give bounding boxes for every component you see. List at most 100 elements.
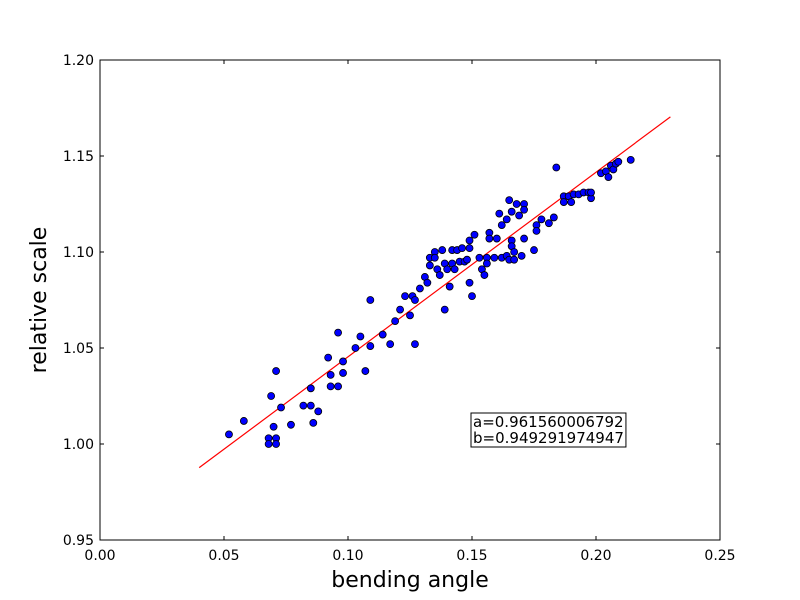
data-point-7 [267, 392, 276, 400]
x-tick-label-1: 0.05 [208, 548, 239, 564]
data-point-110 [604, 173, 613, 182]
data-point-70 [485, 234, 494, 243]
data-point-12 [306, 384, 315, 393]
data-point-1 [239, 417, 248, 425]
data-point-96 [549, 213, 558, 222]
data-point-62 [468, 292, 476, 301]
annotation-box: a=0.961560006792 b=0.949291974947 [470, 412, 627, 448]
data-point-58 [463, 255, 471, 264]
y-tick-label-0: 0.95 [63, 533, 94, 549]
data-point-24 [356, 332, 365, 341]
data-point-16 [324, 353, 333, 362]
data-point-23 [351, 344, 360, 352]
data-point-32 [401, 292, 409, 301]
data-point-48 [440, 305, 449, 314]
data-point-18 [326, 382, 335, 391]
data-point-5 [272, 440, 280, 448]
data-point-15 [314, 407, 323, 416]
data-point-39 [423, 278, 432, 287]
x-tick-label-3: 0.15 [456, 548, 487, 564]
plot-area [99, 59, 721, 541]
data-point-19 [334, 382, 342, 391]
data-point-49 [443, 265, 452, 274]
data-point-87 [517, 251, 526, 260]
annotation-line-a: a=0.961560006792 [473, 413, 624, 431]
data-point-76 [502, 215, 511, 224]
y-tick-label-2: 1.05 [63, 341, 94, 357]
data-point-64 [475, 253, 484, 262]
data-point-26 [366, 342, 375, 350]
data-point-56 [458, 244, 466, 253]
y-tick-label-1: 1.00 [63, 437, 94, 453]
data-point-41 [425, 261, 434, 270]
data-point-10 [287, 420, 295, 429]
data-point-50 [445, 282, 454, 291]
data-point-66 [480, 271, 489, 279]
data-point-90 [520, 234, 528, 243]
data-point-46 [438, 246, 447, 254]
data-point-114 [614, 157, 623, 166]
data-point-61 [465, 278, 474, 287]
data-point-43 [430, 253, 439, 262]
data-point-86 [515, 211, 524, 220]
x-tick-label-5: 0.25 [704, 548, 735, 564]
data-point-0 [225, 430, 233, 439]
data-point-72 [492, 234, 501, 243]
data-point-21 [339, 357, 347, 366]
data-point-60 [465, 244, 474, 253]
x-tick-label-4: 0.20 [580, 548, 611, 564]
x-tick-label-0: 0.00 [84, 548, 115, 564]
annotation-frame [470, 412, 627, 448]
data-point-3 [264, 440, 273, 448]
data-point-73 [495, 209, 504, 218]
data-point-59 [465, 236, 474, 245]
data-point-80 [507, 207, 516, 216]
data-point-84 [510, 255, 519, 264]
y-axis-label: relative scale [27, 227, 52, 374]
data-point-6 [269, 422, 278, 431]
y-tick-label-3: 1.10 [63, 245, 94, 261]
data-point-115 [626, 155, 635, 164]
data-point-83 [510, 248, 519, 256]
data-point-27 [366, 296, 375, 304]
data-point-101 [567, 198, 576, 206]
data-point-53 [450, 265, 459, 274]
data-point-20 [334, 328, 342, 337]
data-point-37 [416, 284, 424, 293]
y-tick-label-5: 1.20 [63, 53, 94, 69]
data-point-63 [470, 230, 479, 239]
data-point-14 [309, 418, 318, 427]
data-point-99 [559, 198, 568, 206]
data-point-68 [482, 259, 491, 268]
annotation-line-b: b=0.949291974947 [473, 429, 624, 447]
data-point-33 [406, 311, 414, 320]
x-axis-label: bending angle [331, 568, 488, 593]
data-point-93 [532, 226, 541, 235]
data-point-28 [378, 330, 387, 339]
data-point-17 [326, 370, 335, 379]
data-point-29 [386, 340, 395, 349]
data-point-36 [411, 340, 419, 349]
y-tick-label-4: 1.15 [63, 149, 94, 165]
data-points [225, 155, 635, 448]
data-point-35 [411, 296, 419, 304]
data-point-79 [505, 196, 514, 205]
data-point-71 [490, 253, 499, 262]
data-point-25 [361, 367, 370, 375]
data-point-107 [587, 188, 595, 197]
data-point-45 [435, 271, 444, 279]
data-point-95 [544, 219, 553, 228]
data-point-94 [537, 215, 546, 224]
data-point-30 [391, 317, 400, 326]
data-point-97 [552, 163, 561, 172]
data-point-85 [512, 200, 521, 208]
data-point-91 [530, 246, 538, 254]
data-point-74 [497, 221, 506, 230]
x-tick-label-2: 0.10 [332, 548, 363, 564]
data-point-22 [339, 369, 347, 377]
data-point-13 [306, 401, 315, 410]
axis-ticks [99, 59, 721, 541]
data-point-31 [396, 305, 404, 314]
data-point-8 [272, 367, 280, 375]
